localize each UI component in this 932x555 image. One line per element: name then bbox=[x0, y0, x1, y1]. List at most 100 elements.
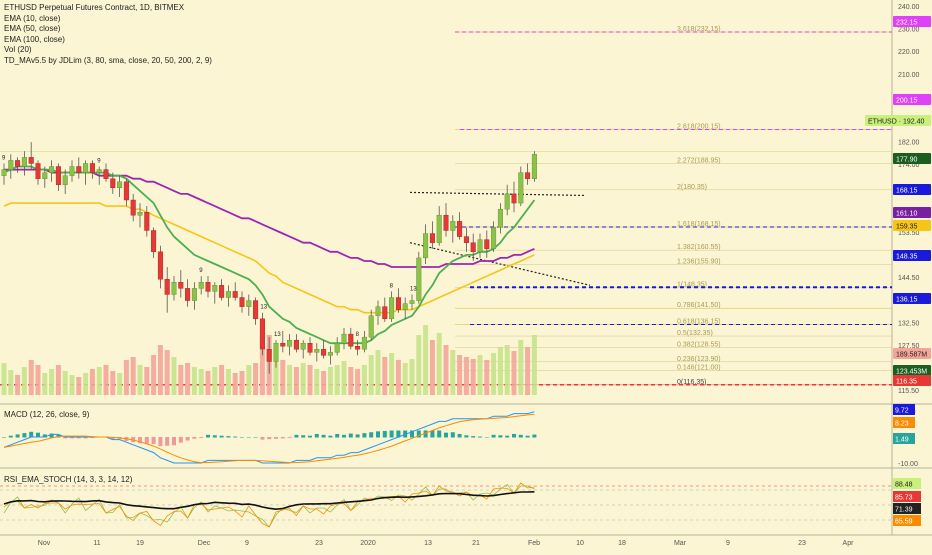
candle-body bbox=[429, 233, 435, 243]
time-axis-tick: 19 bbox=[136, 540, 144, 547]
stoch-k-line bbox=[3, 483, 535, 528]
price-tag-bg bbox=[893, 153, 931, 164]
volume-bar bbox=[463, 357, 469, 395]
volume-bar bbox=[28, 360, 34, 395]
volume-bar bbox=[212, 367, 218, 395]
candle-body bbox=[287, 339, 293, 347]
fib-level-label: 0.618(136.15) bbox=[677, 318, 721, 325]
volume-bar bbox=[327, 367, 333, 395]
candle-body bbox=[314, 349, 320, 353]
candle bbox=[21, 151, 27, 176]
volume-bar bbox=[484, 360, 490, 395]
td-count-marker: 13 bbox=[274, 332, 281, 338]
candle-body bbox=[239, 297, 245, 307]
candle bbox=[409, 294, 415, 310]
volume-bar bbox=[157, 345, 163, 395]
candle bbox=[429, 221, 435, 249]
volume-bar bbox=[144, 367, 150, 395]
volume-bar bbox=[1, 363, 7, 395]
fib-level-label: 2(180.35) bbox=[677, 184, 707, 191]
volume-bar bbox=[355, 369, 361, 395]
ema100-line bbox=[4, 168, 535, 268]
price-tag: 159.35 bbox=[896, 224, 918, 231]
volume-bar bbox=[130, 357, 136, 395]
candle-body bbox=[35, 163, 41, 179]
candle bbox=[334, 337, 340, 356]
candle-body bbox=[117, 181, 123, 189]
rsi-tag-bg bbox=[893, 478, 921, 489]
price-tag-bg bbox=[893, 184, 931, 195]
volume-bar bbox=[491, 353, 497, 395]
macd-histogram-bar bbox=[63, 437, 68, 439]
macd-histogram-bar bbox=[49, 433, 54, 438]
volume-bar bbox=[314, 369, 320, 395]
td-count-marker: 13 bbox=[410, 286, 417, 292]
macd-histogram-bar bbox=[532, 434, 537, 438]
candle-body bbox=[443, 215, 449, 231]
price-tag-bg bbox=[893, 207, 931, 218]
legend-ema10[interactable]: EMA (10, close) bbox=[4, 13, 61, 23]
symbol-title[interactable]: ETHUSD Perpetual Futures Contract, 1D, B… bbox=[4, 3, 185, 12]
candle-body bbox=[463, 236, 469, 243]
macd-histogram-bar bbox=[287, 437, 292, 438]
price-tag: ETHUSD · 192.40 bbox=[868, 119, 925, 126]
legend-td-indicator[interactable]: TD_MAv5.5 by JDLim (3, 80, sma, close, 2… bbox=[4, 55, 212, 65]
legend-ema100[interactable]: EMA (100, close) bbox=[4, 34, 65, 44]
volume-bar bbox=[96, 367, 102, 395]
volume-bar bbox=[375, 350, 381, 395]
candle bbox=[443, 203, 449, 237]
macd-histogram-bar bbox=[219, 435, 224, 438]
candle bbox=[450, 215, 456, 243]
macd-histogram-bar bbox=[110, 437, 115, 440]
candle bbox=[293, 334, 299, 353]
volume-bar bbox=[341, 361, 347, 395]
price-tag: 161.10 bbox=[896, 211, 918, 218]
candle bbox=[130, 193, 136, 222]
macd-histogram-bar bbox=[416, 430, 421, 438]
candle bbox=[110, 172, 116, 194]
price-tag: 168.15 bbox=[896, 188, 918, 195]
volume-bar bbox=[151, 355, 157, 395]
candle bbox=[144, 206, 150, 237]
macd-histogram-bar bbox=[484, 437, 489, 438]
candle-body bbox=[21, 157, 27, 167]
macd-axis-tick: -10.00 bbox=[898, 461, 918, 468]
ema50-line bbox=[3, 202, 535, 314]
fib-level-label: 2.272(188.95) bbox=[677, 158, 721, 165]
candle bbox=[266, 337, 272, 374]
time-axis-tick: 23 bbox=[798, 540, 806, 547]
candle bbox=[327, 346, 333, 365]
macd-histogram-bar bbox=[301, 435, 306, 438]
price-tag-bg bbox=[893, 220, 931, 231]
volume-bar bbox=[334, 365, 340, 395]
candle bbox=[219, 279, 225, 301]
candle bbox=[225, 285, 231, 307]
candle-body bbox=[321, 349, 327, 356]
rsi-tag: 65.59 bbox=[895, 519, 913, 526]
volume-bar bbox=[321, 371, 327, 395]
candle-body bbox=[504, 193, 510, 210]
candle-body bbox=[266, 349, 272, 362]
candle bbox=[518, 166, 524, 207]
macd-histogram-bar bbox=[240, 437, 244, 438]
candle-body bbox=[55, 166, 61, 185]
macd-histogram-bar bbox=[376, 431, 380, 438]
candle-body bbox=[423, 233, 429, 259]
macd-histogram-bar bbox=[308, 435, 312, 438]
time-axis-tick: 13 bbox=[424, 540, 432, 547]
volume-bar bbox=[402, 363, 408, 395]
macd-histogram-bar bbox=[165, 437, 170, 446]
candle-body bbox=[484, 239, 490, 249]
volume-bar bbox=[198, 369, 204, 395]
rsi-pane-title[interactable]: RSI_EMA_STOCH (14, 3, 3, 14, 12) bbox=[4, 475, 133, 484]
price-tag-bg bbox=[893, 293, 931, 304]
candle bbox=[470, 233, 476, 261]
macd-histogram-bar bbox=[525, 435, 530, 438]
candle bbox=[198, 276, 204, 295]
legend-ema50[interactable]: EMA (50, close) bbox=[4, 24, 61, 33]
legend-volume[interactable]: Vol (20) bbox=[4, 45, 32, 54]
macd-histogram-bar bbox=[260, 437, 265, 440]
macd-pane-title[interactable]: MACD (12, 26, close, 9) bbox=[4, 410, 90, 419]
